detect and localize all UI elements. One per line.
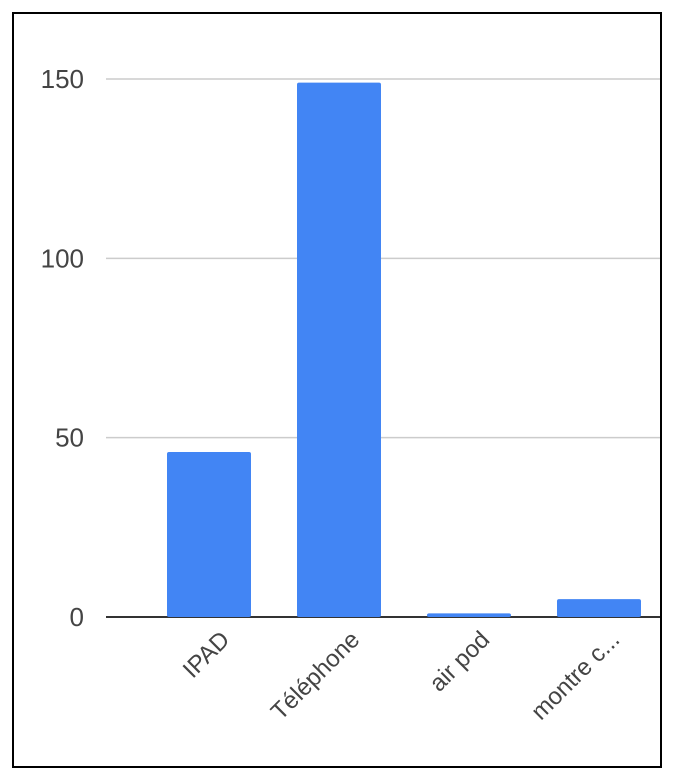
y-axis-ticks: 0 50 100 150 (41, 64, 84, 632)
bar-chart: 0 50 100 150 IPAD Téléphone air pod montre c..… (41, 64, 660, 725)
bar (427, 613, 511, 617)
bar (297, 82, 381, 617)
y-tick-label: 150 (41, 64, 84, 94)
x-axis-categories: IPAD Téléphone air pod montre c... (178, 626, 625, 725)
bar (167, 452, 251, 617)
x-category-label: Téléphone (266, 626, 365, 725)
bars (167, 82, 641, 617)
y-tick-label: 100 (41, 243, 84, 273)
y-tick-label: 0 (70, 602, 84, 632)
bar (557, 599, 641, 617)
x-category-label: montre c... (526, 626, 625, 725)
chart-frame: 0 50 100 150 IPAD Téléphone air pod montre c..… (12, 12, 662, 768)
y-tick-label: 50 (55, 423, 84, 453)
x-category-label: air pod (424, 626, 495, 697)
x-category-label: IPAD (178, 626, 235, 683)
